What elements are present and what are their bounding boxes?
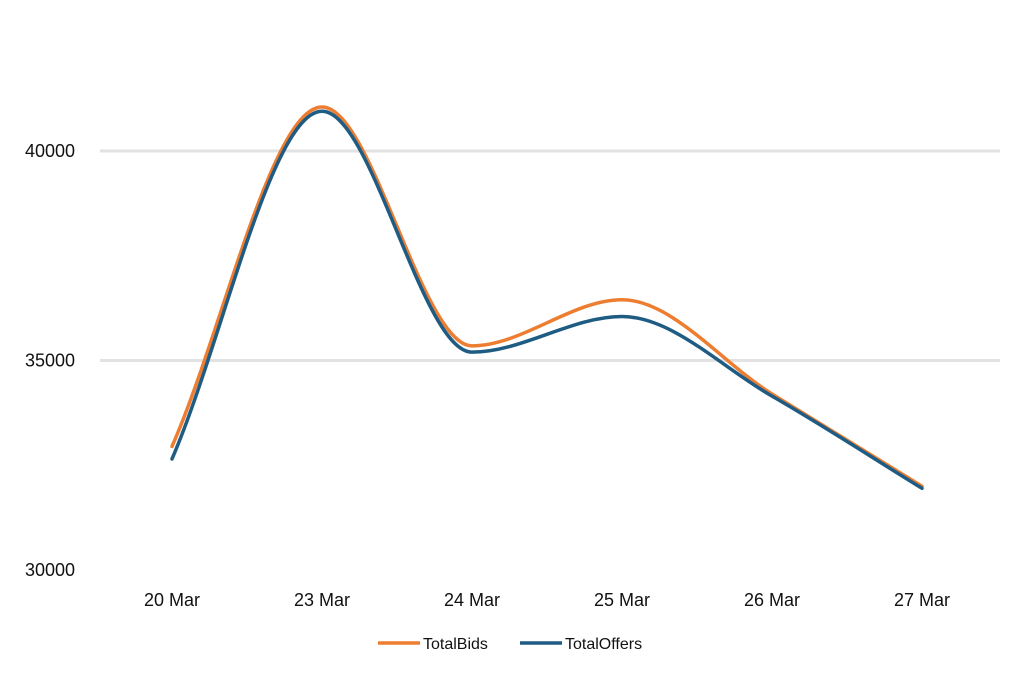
legend-item: TotalOffers	[520, 636, 642, 653]
y-tick-label: 40000	[25, 141, 75, 161]
y-axis-ticks: 30000 35000 40000	[25, 141, 75, 580]
series-lines	[170, 105, 924, 491]
series-TotalOffers	[170, 109, 924, 491]
legend-label: TotalBids	[423, 636, 488, 653]
y-tick-label: 30000	[25, 560, 75, 580]
x-axis-ticks: 20 Mar 23 Mar 24 Mar 25 Mar 26 Mar 27 Mar	[144, 590, 950, 610]
series-line-TotalOffers	[170, 109, 924, 491]
legend-label: TotalOffers	[565, 636, 642, 653]
y-tick-label: 35000	[25, 351, 75, 371]
gridlines	[100, 149, 1000, 362]
legend-item: TotalBids	[378, 636, 488, 653]
legend: TotalBids TotalOffers	[378, 636, 642, 653]
x-tick-label: 27 Mar	[894, 590, 950, 610]
series-TotalBids	[170, 105, 924, 488]
x-tick-label: 24 Mar	[444, 590, 500, 610]
x-tick-label: 26 Mar	[744, 590, 800, 610]
x-tick-label: 23 Mar	[294, 590, 350, 610]
x-tick-label: 20 Mar	[144, 590, 200, 610]
x-tick-label: 25 Mar	[594, 590, 650, 610]
series-line-TotalBids	[170, 105, 924, 488]
